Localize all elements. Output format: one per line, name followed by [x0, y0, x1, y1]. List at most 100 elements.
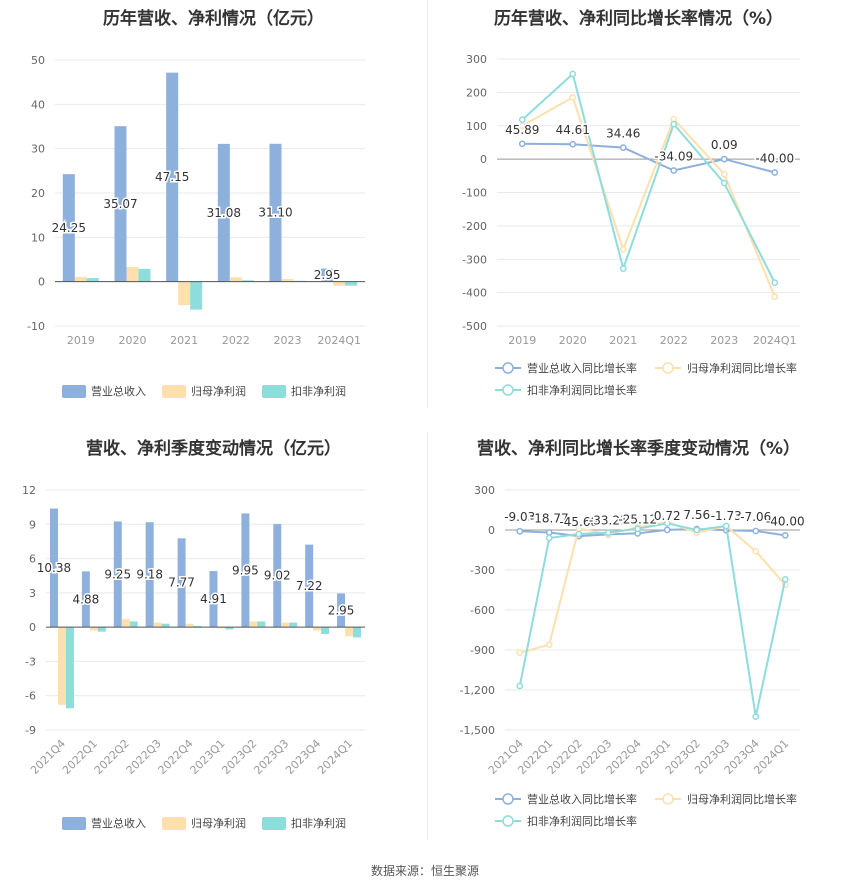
y-tick-label: 20: [31, 187, 45, 200]
series-line: [522, 142, 776, 174]
bar: [145, 522, 154, 628]
bar: [345, 281, 358, 286]
data-point: [545, 641, 553, 649]
data-label: 24.25: [52, 221, 86, 235]
data-point: [752, 547, 760, 555]
legend-label: 归母净利润同比增长率: [687, 361, 797, 375]
bar: [209, 571, 218, 628]
y-tick-label: 12: [22, 484, 36, 497]
y-tick-label: 40: [31, 98, 45, 111]
annual-line-chart: -500 -400 -300 -200 -100 0 100 200 300 2019 2020 20…: [462, 53, 800, 397]
bar: [65, 627, 74, 709]
quarter-bar-title: 营收、净利季度变动情况（亿元）: [86, 439, 341, 459]
series-line: [521, 95, 776, 298]
data-label: 34.46: [606, 127, 640, 141]
bar: [138, 268, 151, 282]
bar: [49, 508, 58, 628]
y-tick-label: 0: [29, 621, 36, 634]
legend-label: 营业总收入同比增长率: [527, 792, 637, 806]
y-tick-label: 9: [29, 518, 36, 531]
data-label: 35.07: [103, 197, 137, 211]
data-label: -7.06: [740, 510, 771, 524]
quarter-line-chart: -1,500-1,200-900-600-30003002021Q42022Q1…: [460, 484, 807, 828]
data-point: [545, 529, 553, 536]
data-point: [771, 169, 779, 176]
legend-marker: [662, 793, 674, 805]
data-label: 9.25: [104, 567, 131, 581]
bar: [313, 627, 322, 631]
legend-marker: [662, 362, 674, 374]
data-point: [634, 525, 642, 533]
data-label: 4.91: [200, 592, 227, 606]
bar: [57, 627, 66, 705]
bar: [241, 513, 250, 628]
data-label: 44.61: [556, 123, 590, 137]
data-point: [693, 526, 701, 534]
x-tick-label: 2020: [559, 334, 587, 347]
bar: [113, 521, 122, 628]
y-tick-label: 100: [466, 120, 487, 133]
data-label: -1.73: [711, 509, 742, 523]
bar: [241, 280, 254, 282]
data-point: [569, 140, 577, 148]
annual-bar-chart: -10 0 10 20 30 40 50 2019 2020 2021 2022 2023 2024Q1…: [27, 54, 365, 398]
x-tick-label: 2024Q1: [315, 737, 355, 777]
bar: [281, 279, 294, 282]
x-tick-label: 2019: [508, 334, 536, 347]
x-tick-label: 2024Q1: [753, 334, 797, 347]
bar: [89, 627, 98, 631]
data-label: -33.21: [589, 513, 628, 527]
bar: [190, 281, 203, 310]
y-tick-label: -3: [25, 655, 36, 668]
y-tick-label: 300: [474, 484, 495, 497]
bar: [281, 622, 290, 628]
x-tick-label: 2021: [609, 334, 637, 347]
data-label: 10.38: [37, 561, 71, 575]
legend-swatch: [62, 817, 86, 830]
bar: [273, 524, 282, 628]
bar: [178, 281, 191, 306]
vertical-divider-top: [427, 0, 428, 408]
data-point: [619, 144, 627, 151]
bar: [166, 72, 179, 282]
y-tick-label: 200: [466, 86, 487, 99]
legend-label: 扣非净利润: [291, 816, 346, 830]
data-label: 0.09: [711, 138, 738, 152]
y-tick-label: 3: [29, 587, 36, 600]
legend-swatch: [162, 385, 186, 398]
data-point: [663, 519, 671, 527]
data-point: [545, 534, 553, 542]
data-point: [722, 522, 730, 530]
x-tick-label: 2022: [222, 334, 250, 347]
y-tick-label: -1,500: [460, 724, 495, 737]
data-point: [518, 140, 526, 148]
x-tick-label: 2022: [660, 334, 688, 347]
data-label: 7.77: [168, 576, 195, 590]
series-line: [519, 520, 786, 654]
bar: [337, 593, 346, 628]
legend-label: 扣非净利润同比增长率: [527, 383, 637, 397]
legend-swatch: [262, 817, 286, 830]
quarter-line-title: 营收、净利同比增长率季度变动情况（%）: [476, 439, 801, 459]
y-tick-label: -100: [462, 187, 487, 200]
data-label: 31.10: [258, 206, 292, 220]
data-label: 4.88: [73, 592, 100, 606]
x-tick-label: 2019: [67, 334, 95, 347]
bar: [249, 621, 258, 628]
y-tick-label: -300: [470, 564, 495, 577]
data-label: -34.09: [654, 150, 693, 164]
bar: [161, 623, 170, 628]
legend-marker: [502, 815, 514, 827]
y-tick-label: -900: [470, 644, 495, 657]
y-tick-label: 10: [31, 231, 45, 244]
data-point: [752, 527, 760, 535]
x-tick-label: 2024Q1: [317, 334, 361, 347]
y-tick-label: -200: [462, 220, 487, 233]
data-label: 7.22: [296, 579, 323, 593]
bar: [153, 622, 162, 628]
legend-swatch: [262, 385, 286, 398]
x-tick-label: 2020: [119, 334, 147, 347]
legend-marker: [502, 793, 514, 805]
data-label: -18.77: [530, 512, 569, 526]
data-label: -45.68: [559, 515, 598, 529]
